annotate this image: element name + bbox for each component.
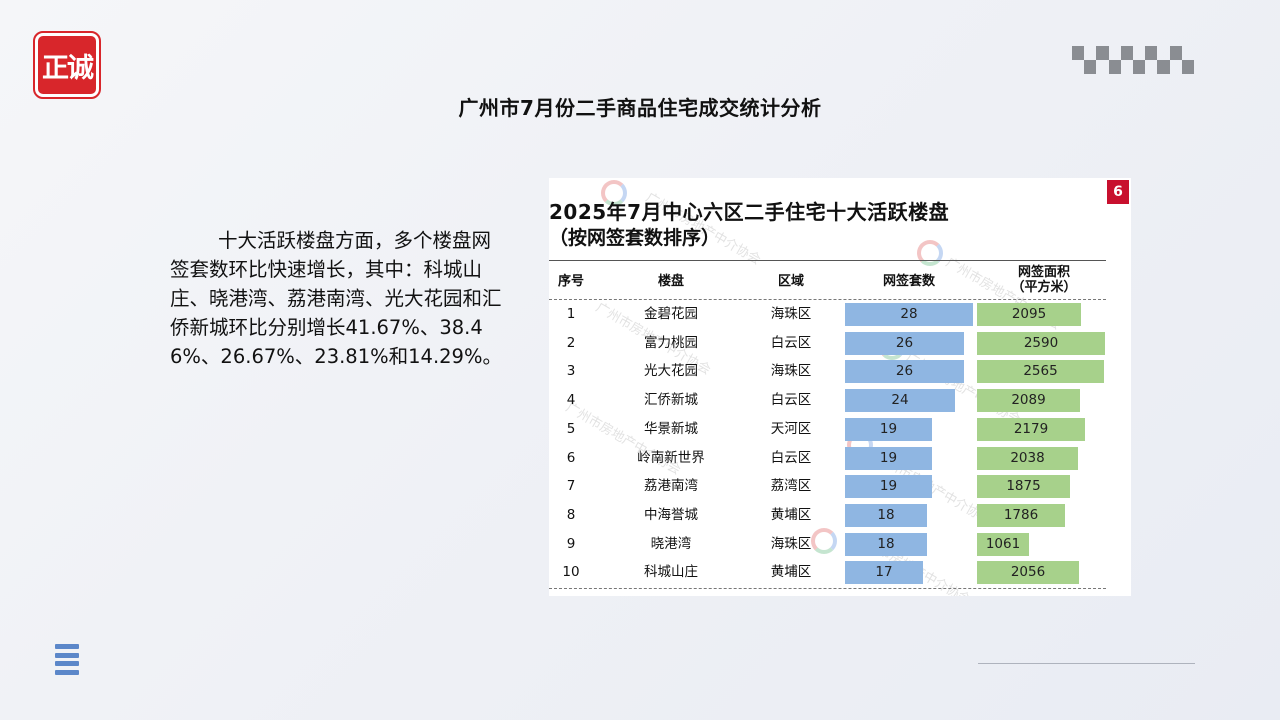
units-bar: 24 [845, 389, 955, 413]
cell-district: 海珠区 [770, 535, 812, 552]
table-row: 7 荔港南湾 荔湾区 19 1875 [549, 472, 1131, 501]
table-row: 2 富力桃园 白云区 26 2590 [549, 329, 1131, 358]
table-row: 3 光大花园 海珠区 26 2565 [549, 357, 1131, 386]
cell-rank: 8 [566, 506, 576, 523]
area-bar: 2179 [977, 417, 1085, 441]
cell-estate: 光大花园 [644, 363, 698, 380]
cell-rank: 7 [566, 478, 576, 495]
menu-icon[interactable] [55, 644, 79, 678]
area-bar: 2565 [977, 360, 1104, 384]
cell-estate: 汇侨新城 [644, 392, 698, 409]
table-row: 5 华景新城 天河区 19 2179 [549, 415, 1131, 444]
header-area-line2: （平方米） [1011, 280, 1077, 295]
cell-rank: 5 [566, 420, 576, 437]
cell-rank: 9 [566, 535, 576, 552]
cell-district: 荔湾区 [770, 478, 812, 495]
page-number-badge: 6 [1107, 180, 1129, 204]
table-row: 9 晓港湾 海珠区 18 1061 [549, 530, 1131, 559]
table-subtitle: （按网签套数排序） [549, 227, 721, 249]
units-bar: 26 [845, 360, 964, 384]
header-divider [549, 299, 1106, 300]
cell-district: 海珠区 [770, 363, 812, 380]
units-bar: 28 [845, 303, 973, 326]
units-bar: 18 [845, 532, 927, 556]
units-bar: 19 [845, 446, 932, 470]
cell-estate: 华景新城 [644, 420, 698, 437]
cell-rank: 4 [566, 392, 576, 409]
table-row: 10 科城山庄 黄埔区 17 2056 [549, 558, 1131, 587]
units-bar: 19 [845, 417, 932, 441]
area-bar: 1875 [977, 475, 1070, 499]
cell-estate: 科城山庄 [644, 564, 698, 581]
header-estate: 楼盘 [657, 274, 684, 289]
area-bar: 2590 [977, 331, 1105, 355]
watermark-logo-icon [601, 180, 627, 206]
area-bar: 2095 [977, 303, 1081, 326]
cell-rank: 2 [566, 334, 576, 351]
cell-estate: 金碧花园 [644, 306, 698, 322]
active-estates-table-card: 广州市房地产中介协会 广州市房地产中介协会 广州市房地产中介协会 广州市房地产中… [549, 178, 1131, 596]
table-row: 4 汇侨新城 白云区 24 2089 [549, 386, 1131, 415]
cell-district: 黄埔区 [770, 506, 812, 523]
units-bar: 26 [845, 331, 964, 355]
units-bar: 19 [845, 475, 932, 499]
watermark-logo-icon [811, 528, 837, 554]
cell-estate: 中海誉城 [644, 506, 698, 523]
cell-rank: 10 [562, 564, 580, 581]
cell-rank: 3 [566, 363, 576, 380]
page-title: 广州市7月份二手商品住宅成交统计分析 [458, 96, 822, 120]
cell-rank: 1 [566, 306, 576, 322]
table-bottom-rule [549, 588, 1106, 589]
table-title: 2025年7月中心六区二手住宅十大活跃楼盘 [549, 200, 950, 224]
header-area-line1: 网签面积 [1017, 265, 1070, 280]
header-rank: 序号 [557, 274, 584, 289]
area-bar: 1786 [977, 503, 1065, 527]
cell-estate: 富力桃园 [644, 334, 698, 351]
cell-district: 白云区 [770, 449, 812, 466]
cell-estate: 荔港南湾 [644, 478, 698, 495]
area-bar: 1061 [977, 532, 1029, 556]
cell-estate: 岭南新世界 [637, 449, 705, 466]
watermark-logo-icon [917, 240, 943, 266]
cell-rank: 6 [566, 449, 576, 466]
checker-pattern-decoration [1072, 46, 1194, 74]
cell-estate: 晓港湾 [650, 535, 692, 552]
zhengcheng-logo: 正诚 [33, 31, 101, 99]
cell-district: 黄埔区 [770, 564, 812, 581]
analysis-paragraph: 十大活跃楼盘方面，多个楼盘网签套数环比快速增长，其中：科城山庄、晓港湾、荔港南湾… [170, 229, 502, 368]
table-row: 8 中海誉城 黄埔区 18 1786 [549, 501, 1131, 530]
area-bar: 2089 [977, 389, 1080, 413]
area-bar: 2038 [977, 446, 1078, 470]
header-district: 区域 [777, 274, 804, 289]
table-row: 1 金碧花园 海珠区 28 2095 [549, 300, 1131, 329]
units-bar: 17 [845, 561, 923, 585]
cell-district: 海珠区 [770, 306, 812, 322]
header-area: 网签面积 （平方米） [999, 265, 1089, 295]
cell-district: 白云区 [770, 392, 812, 409]
footer-divider [978, 663, 1195, 664]
table-top-rule [549, 260, 1106, 261]
cell-district: 天河区 [770, 420, 812, 437]
table-row: 6 岭南新世界 白云区 19 2038 [549, 444, 1131, 473]
header-units: 网签套数 [882, 274, 935, 289]
units-bar: 18 [845, 503, 927, 527]
area-bar: 2056 [977, 561, 1079, 585]
cell-district: 白云区 [770, 334, 812, 351]
